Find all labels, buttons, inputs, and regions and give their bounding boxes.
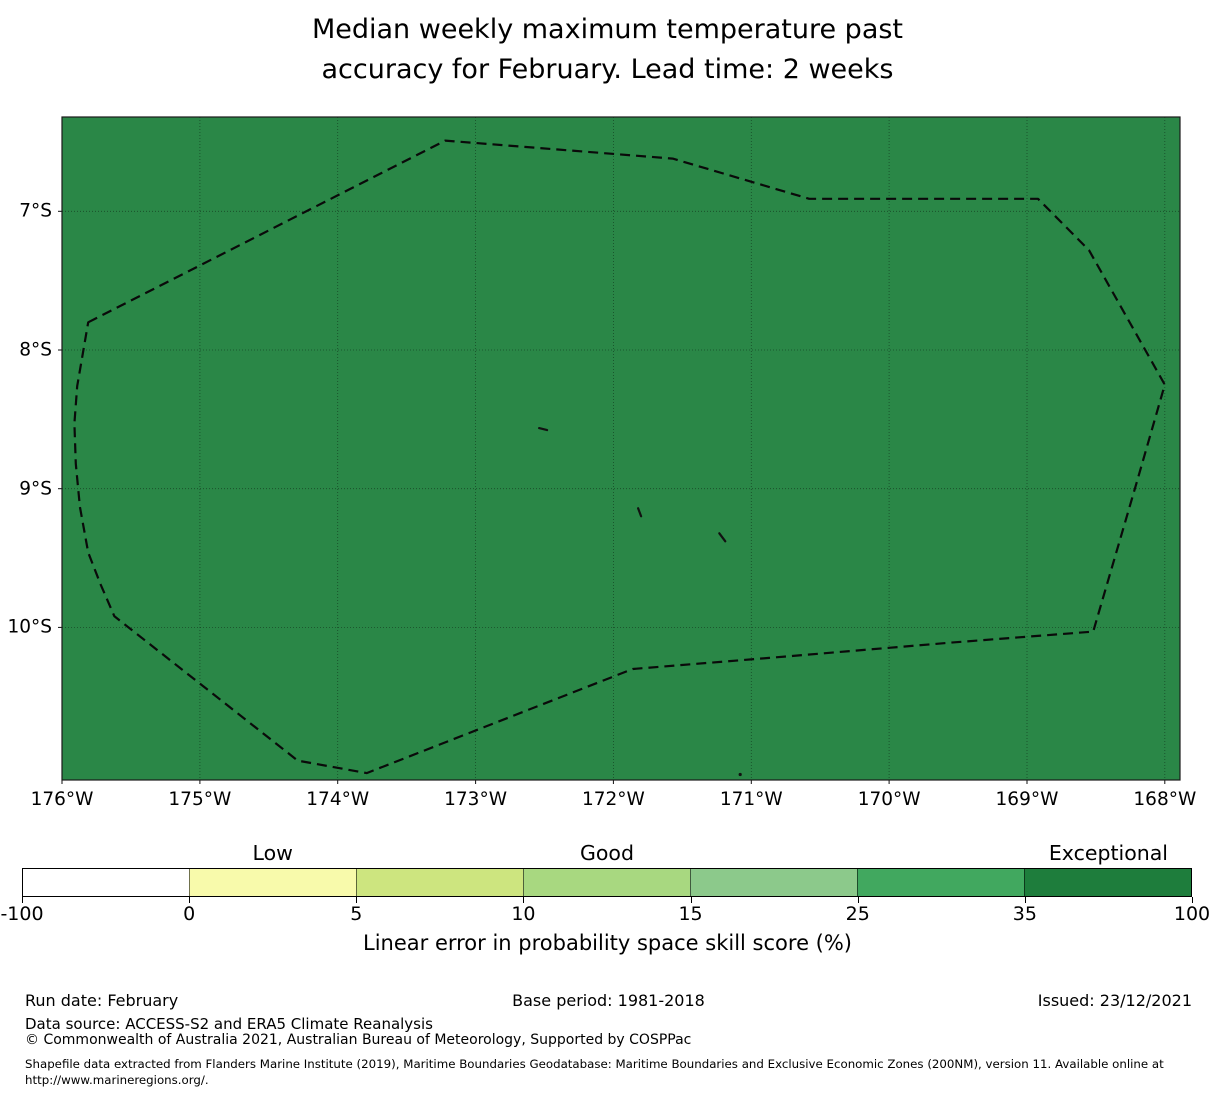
shapefile-note-text: Shapefile data extracted from Flanders M… <box>25 1057 1164 1087</box>
x-tick-label: 174°W <box>306 789 370 810</box>
colorbar-title: Linear error in probability space skill … <box>363 931 852 955</box>
chart-title-line2: accuracy for February. Lead time: 2 week… <box>321 54 894 85</box>
chart-title: Median weekly maximum temperature past a… <box>0 10 1215 90</box>
ocean-region <box>62 117 1180 780</box>
island-mark <box>738 772 742 777</box>
colorbar-segment <box>189 869 356 896</box>
issued-date-text: Issued: 23/12/2021 <box>1037 991 1192 1010</box>
island-mark <box>718 532 727 543</box>
colorbar-segment <box>356 869 523 896</box>
x-tick-label: 175°W <box>168 789 232 810</box>
data-source-text: Data source: ACCESS-S2 and ERA5 Climate … <box>25 1015 433 1033</box>
y-tick-label: 8°S <box>19 339 52 361</box>
colorbar-segment <box>690 869 857 896</box>
x-tick-label: 172°W <box>581 789 645 810</box>
copyright-text: © Commonwealth of Australia 2021, Austra… <box>25 1032 692 1048</box>
x-tick-label: 173°W <box>444 789 507 810</box>
x-tick-label: 171°W <box>719 789 783 810</box>
colorbar-segment <box>523 869 690 896</box>
x-tick-label: 176°W <box>30 789 94 810</box>
colorbar-segment <box>857 869 1024 896</box>
y-tick-label: 7°S <box>19 200 52 222</box>
base-period-text: Base period: 1981-2018 <box>512 991 705 1010</box>
x-axis-tick-labels: 176°W 175°W 174°W 173°W 172°W 171°W 170°W 169°W… <box>0 789 1215 813</box>
y-axis-tick-labels: 7°S 8°S 9°S 10°S <box>0 0 60 800</box>
x-tick-label: 169°W <box>995 789 1059 810</box>
island-mark <box>636 507 643 518</box>
island-mark <box>537 427 549 432</box>
colorbar <box>22 868 1192 897</box>
colorbar-segment <box>1024 869 1191 896</box>
chart-title-line1: Median weekly maximum temperature past <box>311 14 904 45</box>
x-tick-label: 170°W <box>857 789 921 810</box>
x-tick-label: 168°W <box>1133 789 1197 810</box>
colorbar-segment <box>23 869 189 896</box>
eez-boundary <box>73 139 1166 775</box>
y-tick-label: 10°S <box>7 616 52 638</box>
run-date-text: Run date: February <box>25 991 179 1010</box>
map-border <box>61 116 1181 781</box>
y-tick-label: 9°S <box>19 478 52 500</box>
